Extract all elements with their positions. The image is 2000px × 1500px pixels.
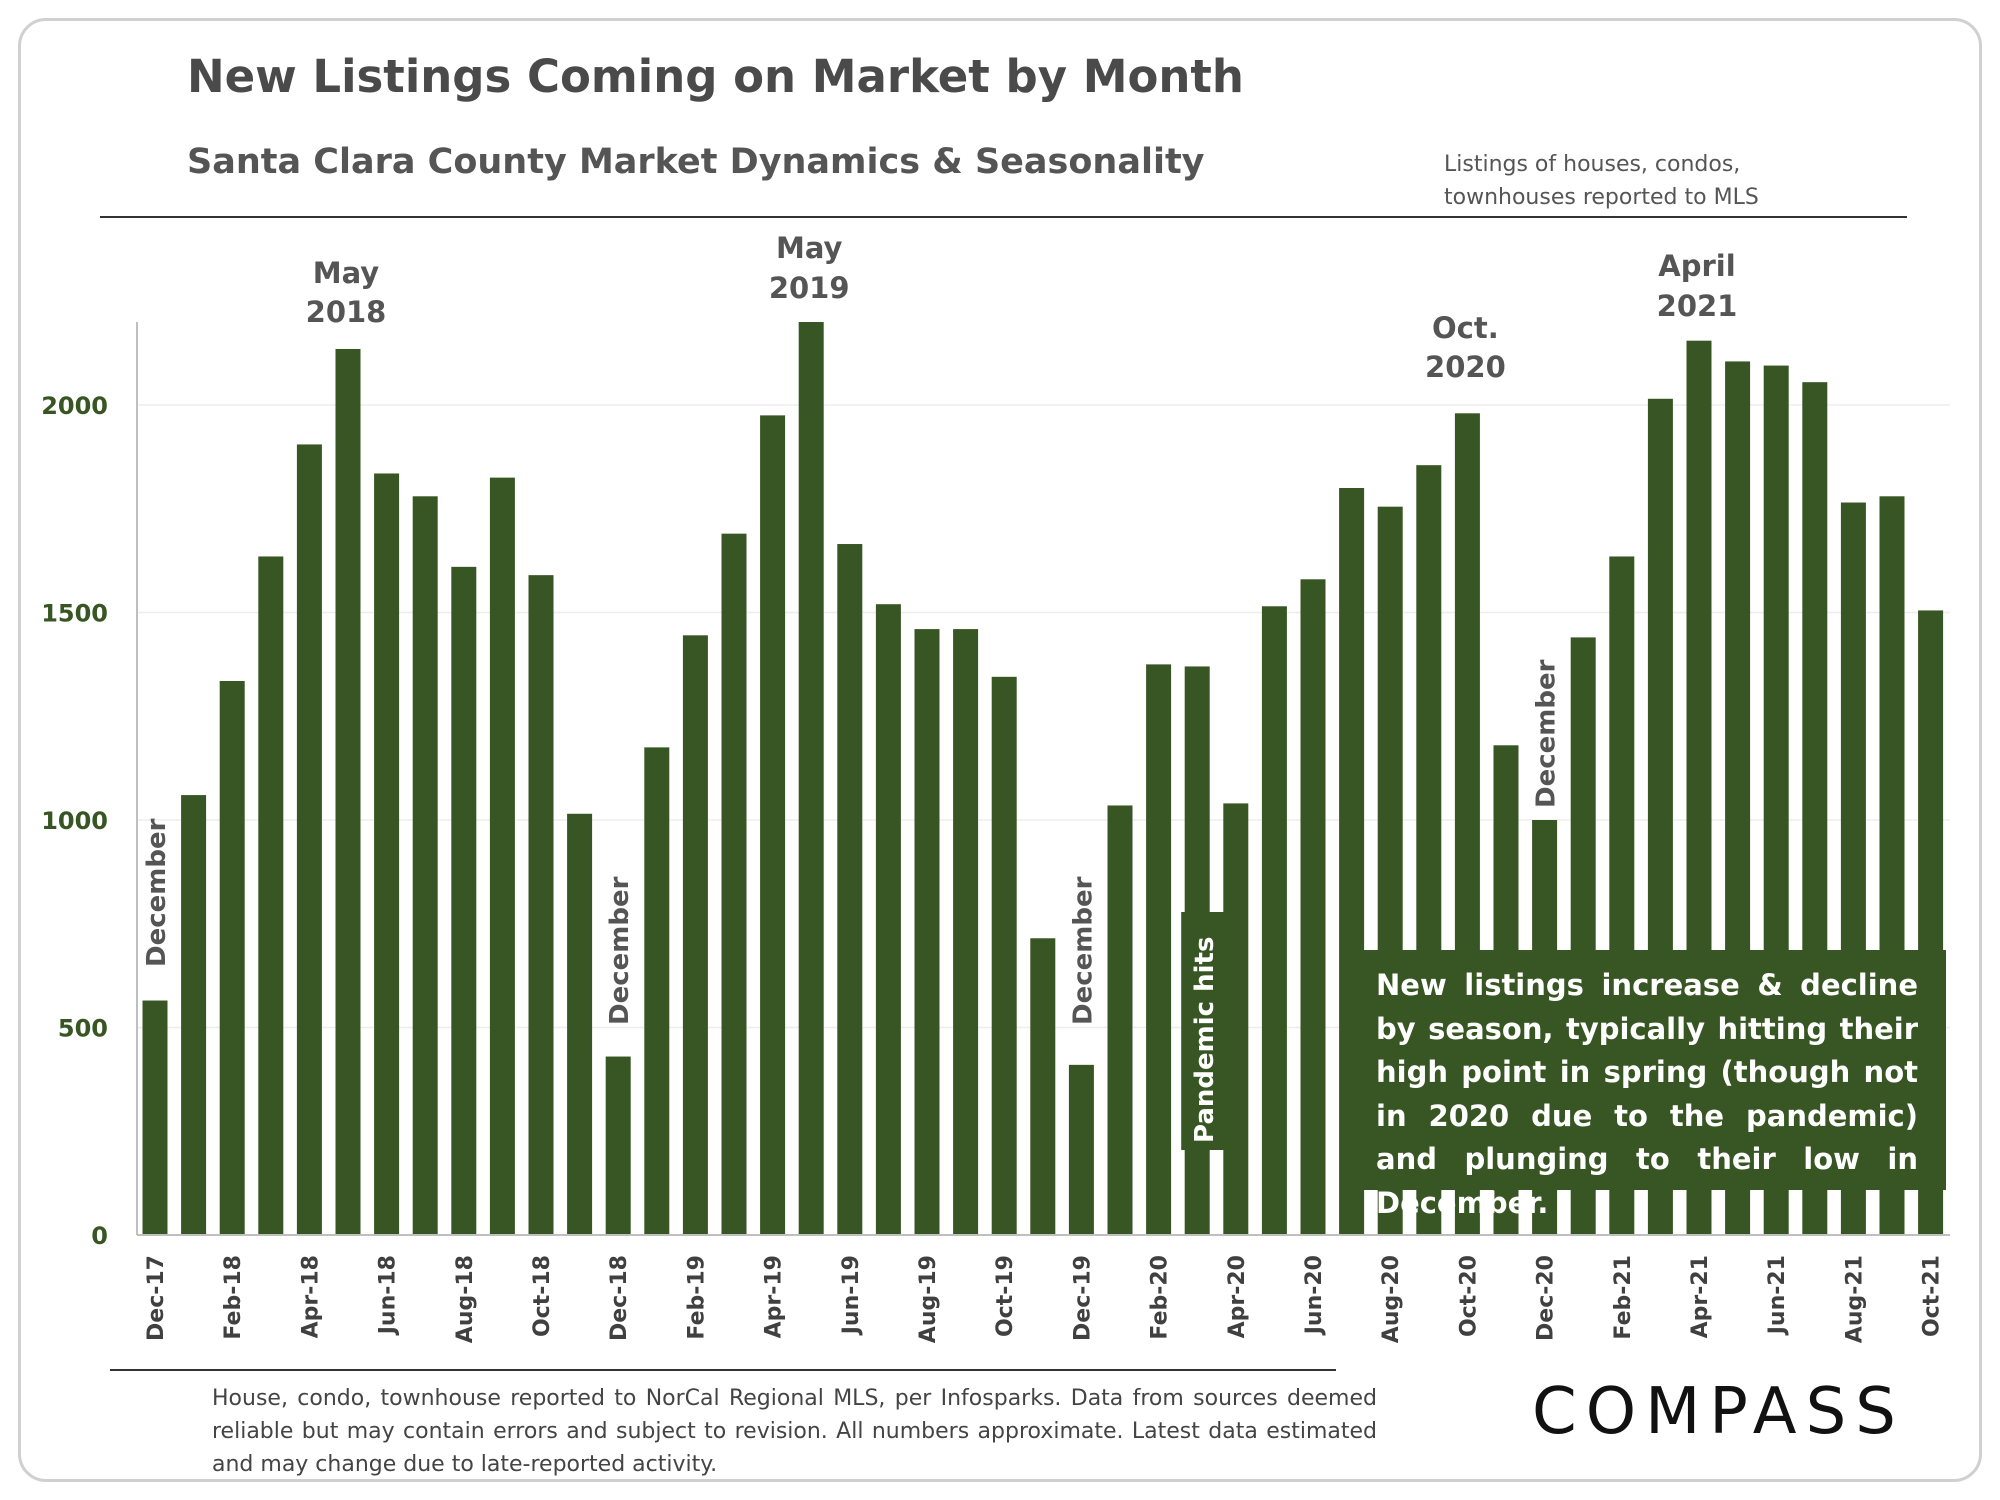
- bar: [798, 322, 824, 1235]
- bar: [1146, 664, 1172, 1235]
- peak-label-peak_2018-line-2: 2018: [306, 295, 387, 329]
- bar: [489, 477, 515, 1235]
- bar: [296, 444, 322, 1235]
- x-tick-label: Apr-19: [762, 1255, 787, 1338]
- peak-label-peak_2019-line-1: May: [776, 231, 843, 265]
- x-tick-label: Feb-20: [1148, 1255, 1173, 1340]
- bar: [528, 575, 554, 1235]
- bar: [760, 415, 786, 1235]
- y-tick-label: 1000: [41, 807, 108, 835]
- december-label: December: [605, 876, 635, 1025]
- y-tick-label: 500: [58, 1015, 108, 1043]
- chart-subtitle: Santa Clara County Market Dynamics & Sea…: [187, 142, 1205, 182]
- bar: [644, 747, 670, 1235]
- bar: [1068, 1064, 1094, 1235]
- x-tick-label: Dec-20: [1534, 1255, 1559, 1341]
- annotations: May 2018 May 2019 Oct. 2020 April 2021 December D…: [142, 231, 1737, 1150]
- bar: [181, 795, 207, 1235]
- x-tick-label: Oct-19: [993, 1255, 1018, 1337]
- x-tick-label: Dec-17: [144, 1255, 169, 1341]
- bar: [953, 629, 979, 1235]
- x-tick-label: Feb-18: [221, 1255, 246, 1340]
- bar: [374, 473, 400, 1236]
- bar: [605, 1056, 631, 1235]
- bar: [1030, 938, 1056, 1235]
- source-note-line-2: townhouses reported to MLS: [1444, 185, 1759, 210]
- december-label: December: [1068, 876, 1098, 1025]
- gridlines: [137, 404, 1950, 1029]
- bar: [1223, 803, 1249, 1235]
- x-tick-label: Oct-20: [1456, 1255, 1481, 1337]
- december-label: December: [142, 818, 172, 967]
- bar: [1339, 488, 1365, 1235]
- x-tick-label: Oct-21: [1920, 1255, 1945, 1337]
- peak-label-peak_2018-line-1: May: [313, 256, 380, 290]
- bar: [875, 604, 901, 1235]
- x-tick-label: Feb-19: [684, 1255, 709, 1340]
- peak-label-peak_2020-line-1: Oct.: [1432, 311, 1499, 345]
- callout-box: New listings increase & decline by seaso…: [1360, 950, 1946, 1220]
- bar: [1107, 805, 1133, 1235]
- bar: [567, 813, 593, 1235]
- source-note: Listings of houses, condos, townhouses r…: [1444, 148, 1864, 214]
- y-tick-label: 2000: [41, 392, 108, 420]
- x-tick-label: Jun-20: [1302, 1255, 1327, 1336]
- x-tick-label: Jun-18: [376, 1255, 401, 1336]
- bar: [1300, 579, 1326, 1235]
- x-tick-label: Apr-20: [1225, 1255, 1250, 1338]
- x-axis: Dec-17 Feb-18 Apr-18 Jun-18 Aug-18 Oct-18 Dec-…: [137, 1234, 1950, 1343]
- x-tick-label: Jun-21: [1765, 1255, 1790, 1336]
- bar: [335, 348, 361, 1236]
- top-divider: [100, 216, 1907, 218]
- bar: [142, 1000, 168, 1235]
- y-tick-label: 0: [91, 1222, 108, 1250]
- peak-label-peak_2021-line-1: April: [1658, 249, 1735, 283]
- x-tick-label: Apr-21: [1688, 1255, 1713, 1338]
- pandemic-label: Pandemic hits: [1190, 937, 1220, 1143]
- peak-label-peak_2020-line-2: 2020: [1425, 350, 1506, 384]
- compass-logo: COMPASS: [1532, 1375, 1905, 1449]
- bar: [991, 676, 1017, 1235]
- x-tick-label: Aug-20: [1379, 1255, 1404, 1343]
- bar: [258, 556, 284, 1235]
- x-tick-label: Apr-18: [298, 1255, 323, 1338]
- x-tick-label: Dec-19: [1070, 1255, 1095, 1341]
- bar: [412, 496, 438, 1235]
- source-note-line-1: Listings of houses, condos,: [1444, 152, 1741, 177]
- pandemic-label-background: [1181, 912, 1226, 1150]
- x-tick-label: Dec-18: [607, 1255, 632, 1341]
- bar: [682, 635, 708, 1235]
- y-axis: 0 500 1000 1500 2000: [41, 322, 138, 1250]
- x-tick-label: Aug-19: [916, 1255, 941, 1343]
- peak-label-peak_2019-line-2: 2019: [769, 271, 850, 305]
- x-tick-label: Feb-21: [1611, 1255, 1636, 1340]
- chart-title: New Listings Coming on Market by Month: [187, 50, 1244, 103]
- x-tick-label: Aug-21: [1842, 1255, 1867, 1343]
- x-tick-label: Oct-18: [530, 1255, 555, 1337]
- footer-disclaimer: House, condo, townhouse reported to NorC…: [212, 1386, 1377, 1477]
- bar: [721, 533, 747, 1235]
- x-tick-label: Aug-18: [453, 1255, 478, 1343]
- bar: [451, 566, 477, 1235]
- peak-label-peak_2021-line-2: 2021: [1657, 289, 1738, 323]
- bar: [837, 544, 863, 1235]
- bottom-divider: [110, 1369, 1336, 1371]
- x-tick-label: Jun-19: [839, 1255, 864, 1336]
- bar: [219, 680, 245, 1235]
- y-tick-label: 1500: [41, 600, 108, 628]
- bar: [1261, 606, 1287, 1235]
- december-label: December: [1532, 659, 1562, 808]
- bar: [914, 629, 940, 1235]
